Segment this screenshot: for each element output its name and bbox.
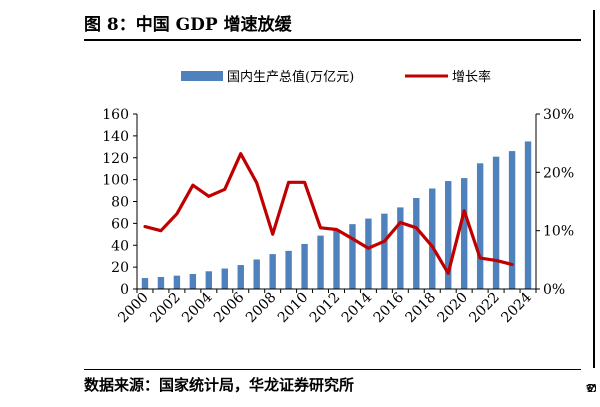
growth-rate-line xyxy=(143,152,514,275)
x-tick-label-2024: 2024 xyxy=(498,289,535,326)
chart-legend: 国内生产总值(万亿元) 增长率 xyxy=(181,69,491,85)
bar-2020 xyxy=(460,178,468,289)
x-tick-label-2018: 2018 xyxy=(403,290,440,327)
right-edge-rule xyxy=(593,10,595,368)
y2-tick-label-0: 0% xyxy=(543,282,565,298)
bar-2014 xyxy=(365,218,372,289)
x-tick-label-2016: 2016 xyxy=(371,289,408,326)
title-rule xyxy=(84,39,581,41)
bar-2003 xyxy=(189,274,197,289)
bar-2012 xyxy=(333,230,340,289)
bar-2000 xyxy=(141,278,149,289)
x-tick-label-2014: 2014 xyxy=(339,289,376,326)
y-tick-label-0: 0 xyxy=(120,282,129,298)
y-tick-label-120: 120 xyxy=(102,151,129,167)
bar-2024 xyxy=(524,141,532,289)
bar-2006 xyxy=(237,265,244,289)
x-tick-label-2012: 2012 xyxy=(307,290,344,327)
bar-2019 xyxy=(445,181,452,289)
bar-2010 xyxy=(301,243,308,289)
y2-tick-label-2: 20% xyxy=(543,165,574,181)
y-tick-label-80: 80 xyxy=(111,195,129,211)
bar-2022 xyxy=(492,156,500,289)
x-tick-label-2006: 2006 xyxy=(211,289,248,326)
y-tick-label-60: 60 xyxy=(111,216,129,232)
legend-line-label: 增长率 xyxy=(452,69,491,85)
bar-2009 xyxy=(285,250,292,289)
bar-2004 xyxy=(205,271,213,289)
bar-2023 xyxy=(508,151,516,289)
x-tick-label-2008: 2008 xyxy=(243,290,280,327)
plot-area: 0204060801001201401600%10%20%30%20002002… xyxy=(102,107,574,326)
x-tick-label-2010: 2010 xyxy=(275,290,312,327)
y-tick-label-20: 20 xyxy=(111,260,129,276)
legend-bar-swatch xyxy=(181,71,223,81)
bar-2013 xyxy=(349,224,356,289)
source-note: 数据来源：国家统计局，华龙证券研究所 xyxy=(84,376,355,394)
bar-2008 xyxy=(269,254,276,289)
x-tick-label-2002: 2002 xyxy=(147,290,184,327)
bar-2007 xyxy=(253,259,260,289)
y2-tick-label-1: 10% xyxy=(543,224,574,240)
bar-2018 xyxy=(429,188,436,289)
y-tick-label-100: 100 xyxy=(102,173,129,189)
x-tick-label-2022: 2022 xyxy=(466,290,503,327)
y-tick-label-40: 40 xyxy=(111,238,129,254)
next-column-glyph: 数 xyxy=(586,384,596,392)
bar-2017 xyxy=(413,198,420,289)
bar-2005 xyxy=(221,268,228,289)
legend-bar-label: 国内生产总值(万亿元) xyxy=(227,69,354,85)
bar-2015 xyxy=(381,213,388,289)
footer-rule xyxy=(84,369,581,370)
bar-2002 xyxy=(173,275,181,289)
y2-tick-label-3: 30% xyxy=(543,107,574,123)
x-tick-label-2004: 2004 xyxy=(179,289,216,326)
y-tick-label-140: 140 xyxy=(102,129,129,145)
figure-title: 图 8：中国 GDP 增速放缓 xyxy=(84,15,292,35)
bar-2021 xyxy=(476,163,484,289)
x-tick-label-2020: 2020 xyxy=(434,290,471,327)
bar-2001 xyxy=(157,276,165,289)
bar-2016 xyxy=(397,207,404,289)
bar-2011 xyxy=(317,235,324,289)
y-tick-label-160: 160 xyxy=(102,107,129,123)
